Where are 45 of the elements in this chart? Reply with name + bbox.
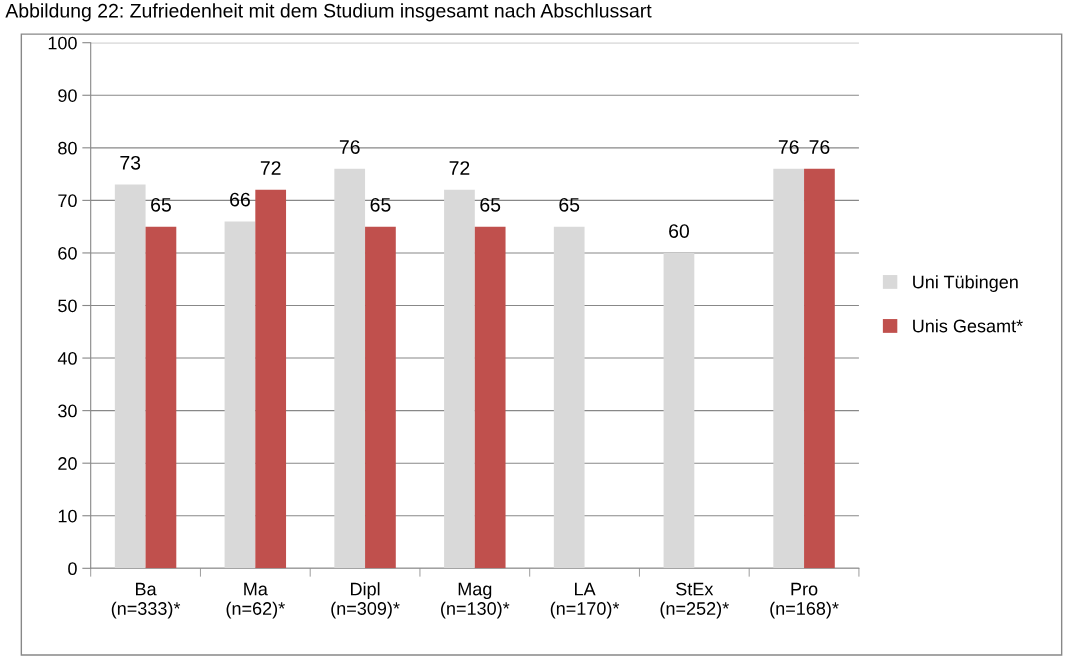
chart-title: Abbildung 22: Zufriedenheit mit dem Studium insgesamt nach Abschlussart <box>5 3 652 22</box>
x-tick-label: Dipl (n=309)* <box>331 582 400 619</box>
legend-label: Unis Gesamt* <box>913 319 1023 333</box>
y-tick-label: 30 <box>58 404 77 418</box>
x-tick-label: Pro (n=168)* <box>770 582 839 619</box>
y-tick-label: 70 <box>58 194 77 208</box>
data-label: 65 <box>151 197 171 212</box>
bar <box>474 226 506 569</box>
y-tick-label: 0 <box>68 562 77 576</box>
data-label: 72 <box>449 161 470 175</box>
y-tick-label: 60 <box>58 246 77 260</box>
y-tick-label: 40 <box>57 352 77 365</box>
data-label: 65 <box>559 197 580 212</box>
bar <box>145 226 177 569</box>
bar <box>663 252 695 569</box>
x-tick-label: Ma (n=62)* <box>226 582 285 619</box>
bar <box>114 184 146 569</box>
y-tick-label: 20 <box>58 457 77 470</box>
data-label: 65 <box>370 197 391 212</box>
bar <box>255 189 287 569</box>
data-label: 72 <box>260 161 281 175</box>
y-tick-label: 80 <box>58 141 77 155</box>
bar <box>773 168 805 569</box>
bar <box>444 189 475 569</box>
x-tick-label: LA (n=170)* <box>550 582 620 619</box>
bar <box>334 168 366 569</box>
data-label: 76 <box>809 140 830 154</box>
bar <box>553 226 585 569</box>
bar <box>804 168 835 569</box>
data-label: 65 <box>480 197 501 212</box>
y-tick-label: 50 <box>58 299 77 313</box>
bar <box>224 221 256 569</box>
data-label: 76 <box>339 140 360 154</box>
data-label: 66 <box>230 192 250 207</box>
legend-label: Uni Tübingen <box>913 275 1018 292</box>
data-label: 73 <box>120 155 141 170</box>
x-tick-label: StEx (n=252)* <box>660 582 729 619</box>
y-tick-label: 100 <box>48 36 77 50</box>
data-label: 76 <box>778 140 799 154</box>
y-tick-label: 90 <box>58 89 77 102</box>
y-tick-label: 10 <box>58 509 77 523</box>
data-label: 60 <box>669 224 689 238</box>
bar <box>365 226 396 569</box>
x-tick-label: Mag (n=130)* <box>441 582 510 619</box>
x-tick-label: Ba (n=333)* <box>111 582 181 619</box>
